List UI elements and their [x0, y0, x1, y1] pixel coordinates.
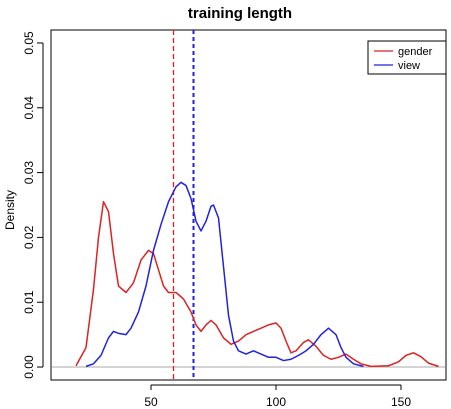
y-tick-label: 0.03: [22, 161, 36, 185]
y-tick-label: 0.02: [22, 225, 36, 249]
chart-title: training length: [188, 5, 292, 22]
density-line-view: [85, 181, 364, 368]
mean-lines: [172, 30, 195, 380]
x-axis: 50 100 150: [144, 384, 411, 409]
legend-label-gender: gender: [398, 46, 433, 58]
y-tick-label: 0.05: [22, 31, 36, 55]
x-tick-label: 100: [266, 395, 286, 409]
density-line-gender: [75, 201, 439, 368]
y-tick-label: 0.01: [22, 290, 36, 314]
x-tick-label: 150: [391, 395, 411, 409]
density-curves: [75, 181, 439, 368]
x-tick-label: 50: [144, 395, 158, 409]
legend-label-view: view: [398, 60, 420, 72]
plot-frame: [50, 29, 447, 381]
y-tick-label: 0.04: [22, 96, 36, 120]
y-tick-label: 0.00: [22, 355, 36, 379]
legend: gender view: [367, 40, 447, 75]
y-axis: 0.00 0.01 0.02 0.03 0.04 0.05: [22, 31, 44, 379]
legend-box: [367, 40, 447, 75]
y-axis-label: Density: [3, 190, 17, 230]
